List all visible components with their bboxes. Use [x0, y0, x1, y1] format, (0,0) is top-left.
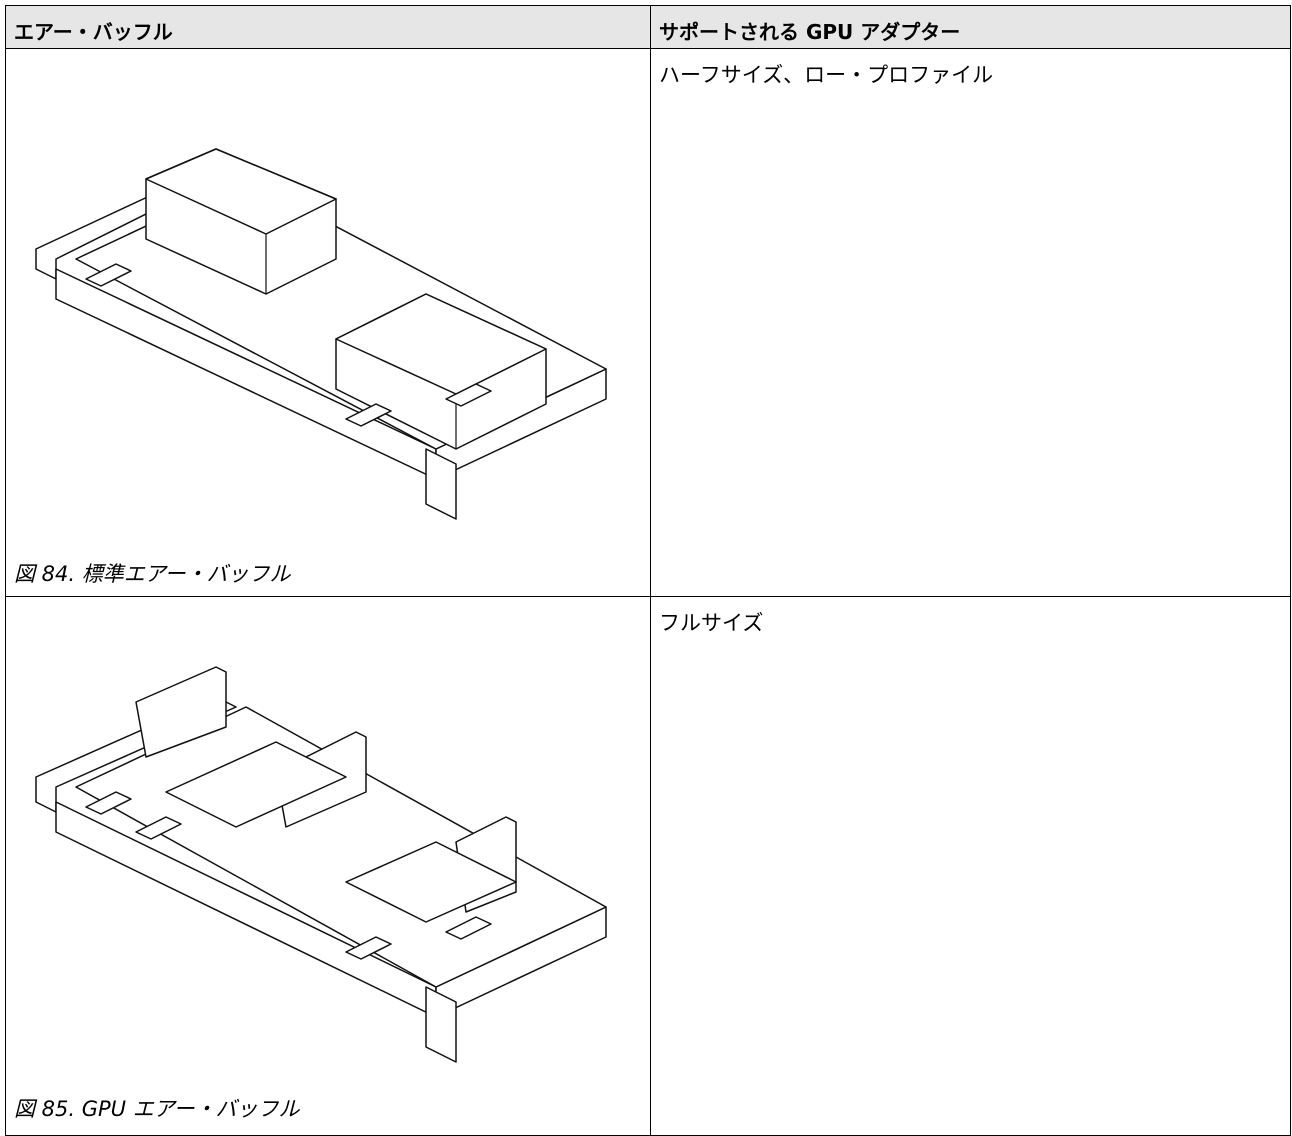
cell-text: ハーフサイズ、ロー・プロファイル	[659, 63, 994, 87]
text-cell: ハーフサイズ、ロー・プロファイル	[650, 48, 1291, 597]
cell-text: フルサイズ	[659, 611, 764, 635]
header-cell: サポートされる GPU アダプター	[650, 5, 1291, 49]
figure-caption: 図 85. GPU エアー・バッフル	[14, 1097, 300, 1121]
header-text: エアー・バッフル	[14, 20, 173, 44]
illustration	[35, 148, 607, 520]
header-text: サポートされる GPU アダプター	[659, 20, 961, 44]
text-cell: フルサイズ	[650, 596, 1291, 1136]
figure-caption: 図 84. 標準エアー・バッフル	[14, 562, 291, 586]
header-cell: エアー・バッフル	[5, 5, 651, 49]
figure-cell: 図 84. 標準エアー・バッフル	[5, 48, 651, 597]
illustration	[35, 666, 607, 1063]
figure-cell: 図 85. GPU エアー・バッフル	[5, 596, 651, 1136]
